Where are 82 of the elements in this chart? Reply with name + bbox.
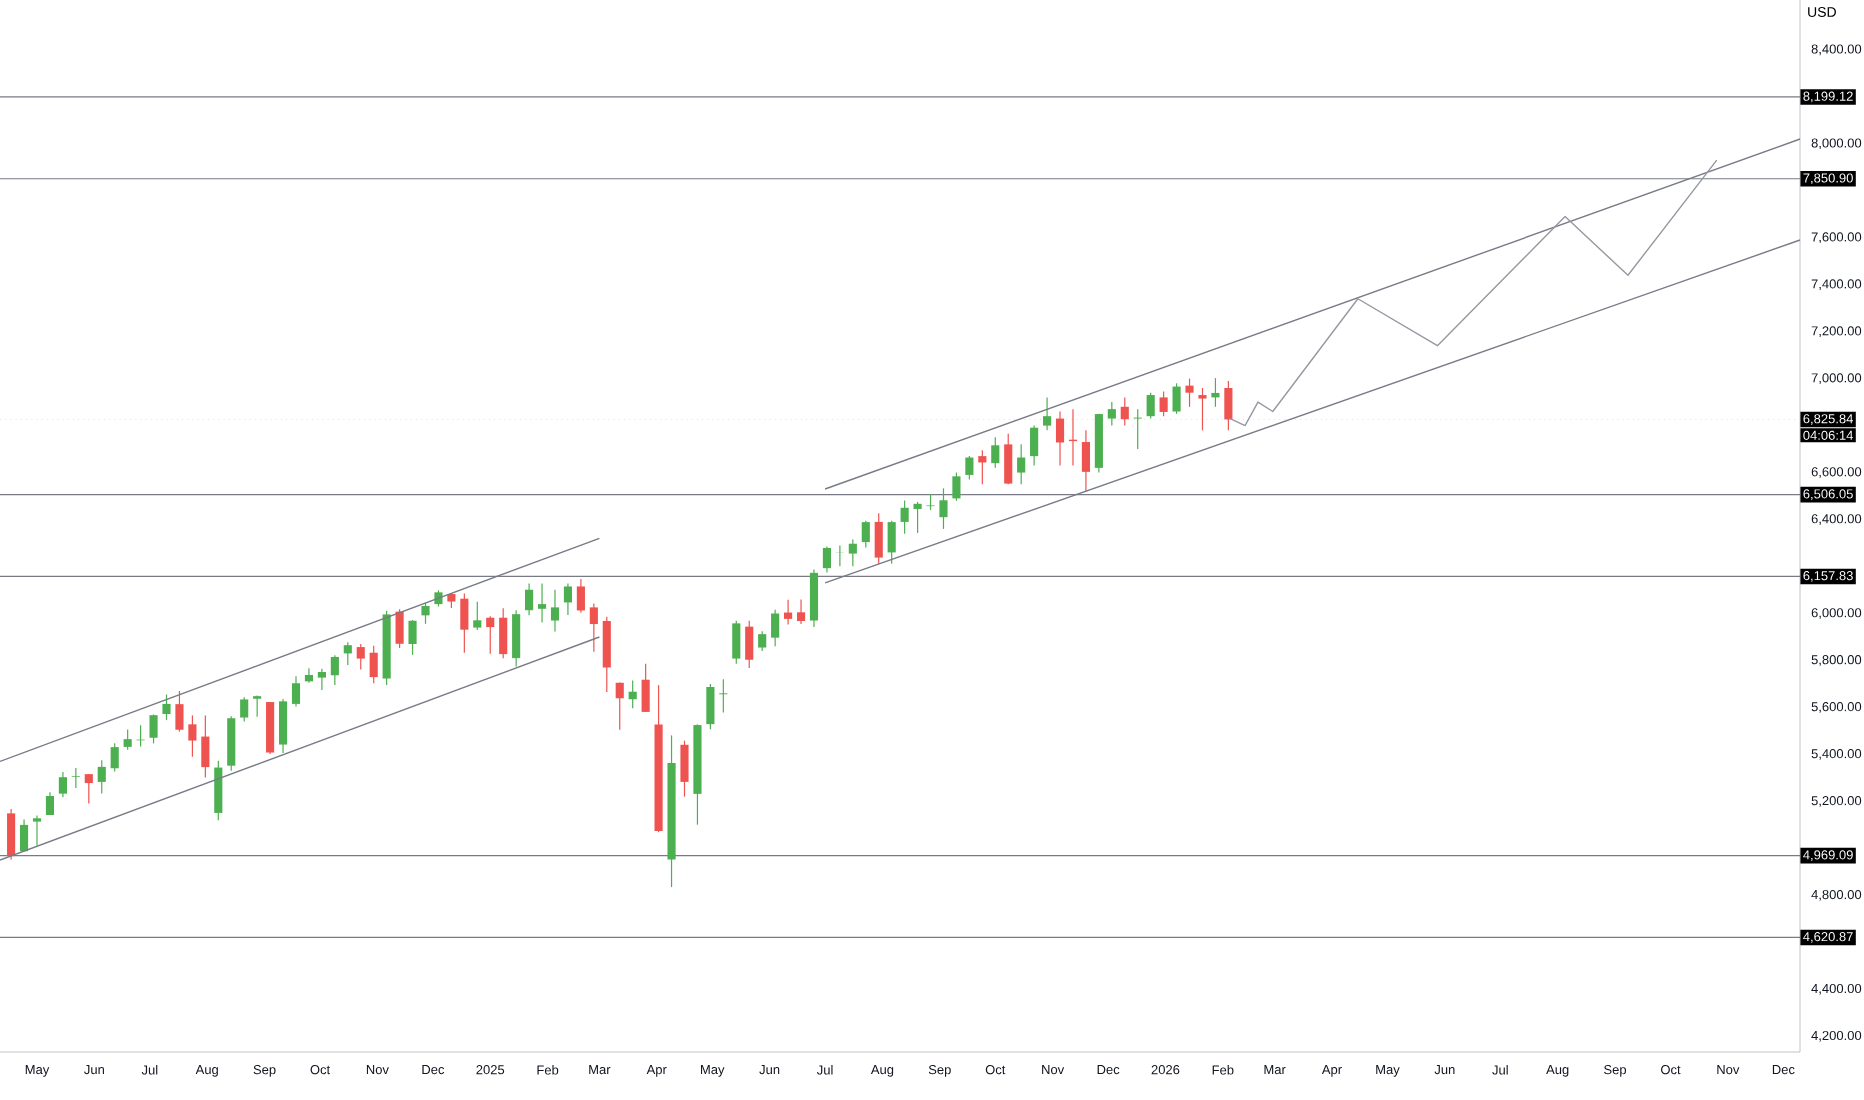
candlestick (499, 607, 508, 659)
candlestick (253, 694, 262, 718)
candlestick (835, 544, 844, 567)
candlestick (1172, 382, 1181, 415)
candlestick (84, 773, 93, 805)
candlestick (939, 487, 948, 530)
candlestick (291, 675, 301, 708)
candlestick (848, 538, 857, 567)
candlestick (680, 739, 689, 798)
candlestick (525, 582, 534, 616)
candlestick (576, 578, 585, 614)
candlestick (330, 654, 339, 686)
candlestick (602, 616, 611, 693)
candlestick (1185, 378, 1194, 408)
candlestick (58, 771, 67, 798)
candlestick (32, 814, 42, 847)
candlestick (201, 714, 210, 779)
candlestick (615, 681, 624, 731)
candlestick (408, 619, 417, 656)
candlestick (641, 663, 650, 713)
candlestick (512, 609, 521, 668)
candlestick (796, 598, 806, 625)
candlestick (589, 602, 598, 653)
candlestick (71, 767, 80, 789)
candlestick (1081, 429, 1090, 492)
candlestick (563, 582, 573, 616)
candlestick (1120, 396, 1129, 427)
candlestick (304, 667, 314, 684)
candlestick (1107, 401, 1116, 427)
candlestick (1055, 410, 1065, 467)
candlestick (1004, 433, 1013, 485)
candlestick (356, 643, 365, 670)
candlestick (1146, 392, 1155, 420)
candlestick (188, 714, 197, 758)
candlestick (1133, 408, 1142, 450)
candlestick (758, 630, 767, 652)
candlestick (706, 683, 715, 730)
candlestick (809, 568, 819, 628)
candlestick (149, 713, 158, 744)
candlestick (343, 641, 352, 666)
candlestick (1159, 390, 1168, 417)
candlestick (278, 698, 288, 754)
candlestick (1017, 443, 1026, 485)
candlestick (227, 715, 236, 772)
candlestick (732, 620, 741, 665)
candlestick (317, 668, 326, 691)
candlestick (1224, 380, 1233, 431)
candlestick (395, 608, 404, 649)
candlestick (460, 592, 469, 654)
candlestick (369, 645, 378, 684)
candlestick (19, 818, 29, 853)
candlestick (991, 436, 1000, 469)
candlestick (913, 501, 922, 534)
candlestick (1030, 424, 1039, 467)
candlestick (887, 520, 896, 565)
candlestick (861, 520, 870, 549)
candlestick (97, 759, 106, 794)
candlestick (550, 589, 560, 633)
candlestick (874, 512, 883, 565)
candlestick (7, 808, 16, 860)
candlestick (965, 455, 974, 481)
candlestick (1043, 396, 1052, 431)
candlestick (900, 499, 909, 535)
candlestick (537, 582, 547, 624)
candlestick (175, 690, 184, 733)
candlestick (1198, 387, 1207, 431)
candlestick (719, 678, 728, 714)
candlestick (952, 471, 961, 502)
candlestick (771, 609, 780, 647)
candlestick (628, 679, 637, 709)
candlestick (978, 449, 987, 485)
candlestick (214, 760, 223, 821)
candlestick (421, 602, 430, 625)
candlestick (784, 599, 793, 626)
candlestick (123, 728, 132, 751)
candlestick (473, 601, 482, 631)
candlestick (110, 742, 119, 773)
candlestick (822, 545, 831, 574)
candlestick (162, 693, 171, 721)
candlestick (240, 696, 249, 723)
candlestick (745, 620, 754, 669)
candlestick (486, 615, 495, 655)
